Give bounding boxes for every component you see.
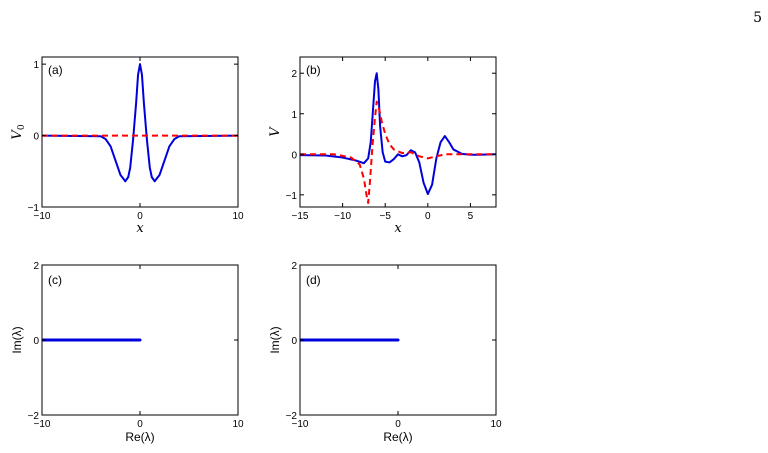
- panel-a-ylabel: V0: [10, 124, 27, 139]
- panel-d-label: (d): [306, 273, 321, 287]
- panel-a-label: (a): [48, 63, 63, 77]
- panel-d-ylabel: Im(λ): [268, 326, 282, 353]
- panel-d-xtick-label: −10: [292, 419, 309, 430]
- panel-a-ylabel-subscript: 0: [17, 124, 27, 130]
- panel-a-xtick-label: 10: [232, 211, 244, 222]
- panel-b-xtick-label: −15: [292, 211, 309, 222]
- panel-b-xtick-label: −10: [334, 211, 351, 222]
- panel-c-plot: −10 0 10 −2 0 2 (c) Re(λ) Im(λ): [10, 261, 244, 444]
- page-number: 5: [753, 10, 762, 26]
- panel-a-xlabel: x: [136, 221, 144, 236]
- panel-b-ytick-label: 2: [291, 69, 297, 80]
- panel-b-xtick-label: 5: [468, 211, 474, 222]
- panel-d-xtick-label: 10: [490, 419, 502, 430]
- panel-b-ytick-label: −1: [286, 191, 298, 202]
- panel-a-axes-box: [41, 56, 239, 208]
- panel-a-plot: −10 0 10−101 (a)xV0: [10, 56, 244, 236]
- panel-c-label: (c): [48, 273, 62, 287]
- panel-d-xtick-label: 0: [395, 419, 401, 430]
- panel-c-ytick-label: −2: [28, 411, 40, 422]
- panel-c-ytick-label: 0: [33, 336, 39, 347]
- panel-b-series-1: [300, 72, 496, 196]
- panel-d-ytick-label: −2: [286, 411, 298, 422]
- panel-b-ytick-label: 0: [291, 150, 297, 161]
- panel-b-ytick-label: 1: [291, 110, 297, 121]
- panel-a-xtick-label: −10: [34, 211, 51, 222]
- panel-c-xtick-label: −10: [34, 419, 51, 430]
- panel-b-xtick-label: −5: [380, 211, 392, 222]
- panel-c-xtick-label: 0: [137, 419, 143, 430]
- panel-a-ytick-label: 1: [33, 60, 39, 71]
- panel-d-ytick-label: 2: [291, 261, 297, 272]
- panel-c-xlabel: Re(λ): [125, 430, 154, 444]
- panel-d-xlabel: Re(λ): [383, 430, 412, 444]
- panel-b-xlabel: x: [394, 221, 402, 236]
- panel-b-ylabel: V: [268, 126, 283, 137]
- panel-b-series-2: [300, 100, 496, 204]
- panel-b-label: (b): [306, 63, 321, 77]
- panel-c-xtick-label: 10: [232, 419, 244, 430]
- panel-b-xtick-label: 0: [425, 211, 431, 222]
- panel-a-xtick-label: 0: [137, 211, 143, 222]
- panel-b-axes-box: [299, 56, 497, 208]
- panel-a-ytick-label: −1: [28, 203, 40, 214]
- panel-c-ylabel: Im(λ): [10, 326, 24, 353]
- panel-a-series-1: [42, 63, 238, 183]
- panel-c-ytick-label: 2: [33, 261, 39, 272]
- panel-a-ytick-label: 0: [33, 132, 39, 143]
- panel-d-plot: −10 0 10 −2 0 2 (d) Re(λ) Im(λ): [268, 261, 502, 444]
- panel-d-ytick-label: 0: [291, 336, 297, 347]
